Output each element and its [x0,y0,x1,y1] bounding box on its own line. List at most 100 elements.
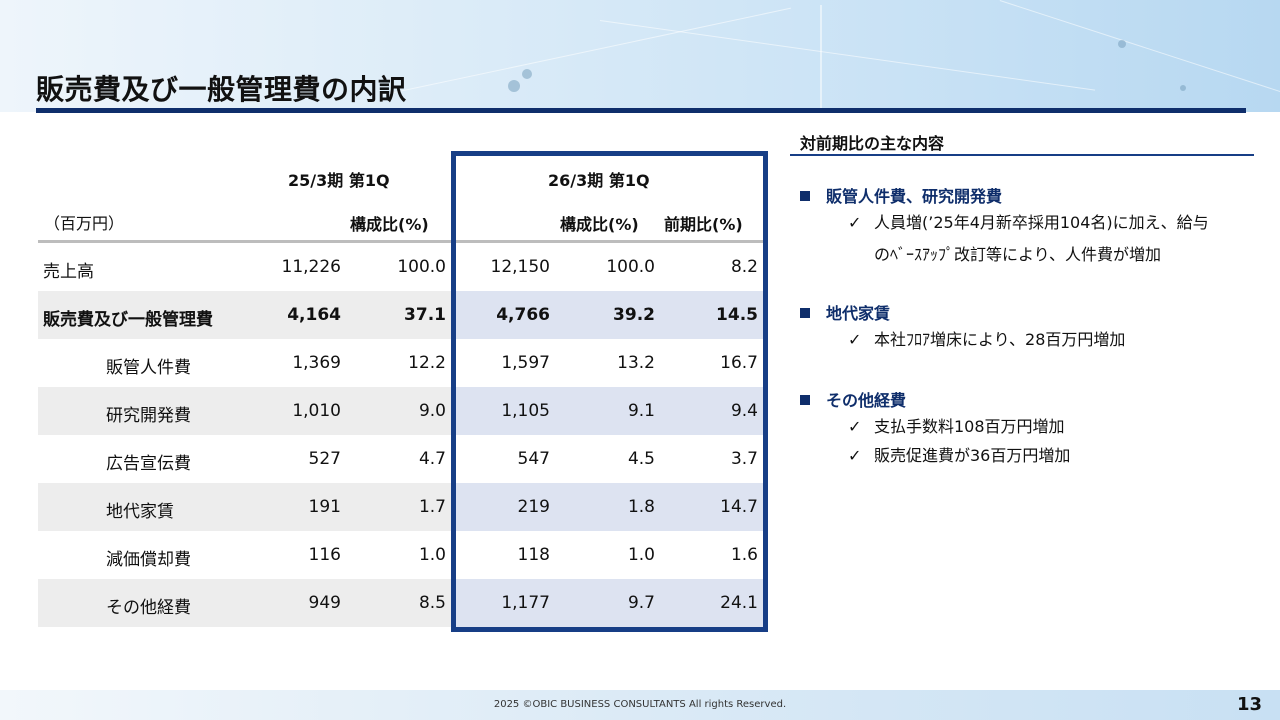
yoy-ratio: 8.2 [730,257,758,277]
panel-title-underline [790,154,1254,156]
curr-amount: 547 [517,449,550,469]
table-row: 減価償却費 116 1.0 118 1.0 1.6 [38,531,766,579]
row-label: 売上高 [43,262,94,282]
curr-ratio: 100.0 [606,257,655,277]
yoy-ratio: 14.7 [720,497,758,517]
row-label: 販管人件費 [106,358,191,378]
unit-label: （百万円） [44,214,125,233]
square-bullet-icon [800,308,810,318]
table-row: 販管人件費 1,369 12.2 1,597 13.2 16.7 [38,339,766,387]
curr-amount: 219 [517,497,550,517]
section-heading: 地代家賃 [800,300,890,324]
title-underline [36,108,1246,113]
decorative-dot [522,69,532,79]
table-row: 広告宣伝費 527 4.7 547 4.5 3.7 [38,435,766,483]
check-item: ✓ 販売促進費が36百万円増加 [848,442,1070,470]
curr-amount: 1,105 [501,401,550,421]
table-row: 地代家賃 191 1.7 219 1.8 14.7 [38,483,766,531]
prev-amount: 116 [308,545,341,565]
yoy-ratio: 1.6 [730,545,758,565]
section-heading: その他経費 [800,387,906,411]
decorative-line [599,20,1096,91]
table-row: その他経費 949 8.5 1,177 9.7 24.1 [38,579,766,627]
check-item-text: 人員増(’25年4月新卒採用104名)に加え、給与 [874,213,1209,232]
prev-ratio: 9.0 [418,401,446,421]
section-heading-label: 販管人件費、研究開発費 [826,187,1003,206]
checkmark-icon: ✓ [848,330,862,349]
prev-ratio: 37.1 [404,305,446,325]
yoy-ratio: 3.7 [730,449,758,469]
row-label: 広告宣伝費 [106,454,191,474]
decorative-dot [1180,85,1186,91]
section-heading: 販管人件費、研究開発費 [800,183,1002,207]
decorative-line [380,7,792,96]
curr-ratio: 1.8 [627,497,655,517]
yoy-ratio: 24.1 [720,593,758,613]
decorative-line [999,0,1280,94]
check-item: ✓ 人員増(’25年4月新卒採用104名)に加え、給与 [848,209,1209,237]
curr-ratio: 1.0 [627,545,655,565]
yoy-ratio: 14.5 [716,305,758,325]
decorative-dot [508,80,520,92]
prev-amount: 191 [308,497,341,517]
square-bullet-icon [800,395,810,405]
prev-amount: 4,164 [287,305,341,325]
decorative-dot [1118,40,1126,48]
check-item-continuation: のﾍﾞｰｽｱｯﾌﾟ改訂等により、人件費が増加 [874,245,1162,264]
curr-amount: 1,177 [501,593,550,613]
prev-ratio: 100.0 [397,257,446,277]
checkmark-icon: ✓ [848,213,862,232]
page-title: 販売費及び一般管理費の内訳 [36,73,407,106]
curr-amount: 1,597 [501,353,550,373]
decorative-line [820,5,822,112]
table-row: 売上高 11,226 100.0 12,150 100.0 8.2 [38,243,766,291]
table-row: 研究開発費 1,010 9.0 1,105 9.1 9.4 [38,387,766,435]
ratio-prev-heading: 構成比(%) [350,215,429,234]
prev-amount: 1,369 [292,353,341,373]
prev-amount: 527 [308,449,341,469]
check-item-text: 本社ﾌﾛｱ増床により、28百万円増加 [874,330,1126,349]
yoy-ratio: 16.7 [720,353,758,373]
row-label: 減価償却費 [106,550,191,570]
section-heading-label: その他経費 [826,391,907,410]
row-label: 地代家賃 [106,502,174,522]
header-divider [38,240,766,243]
yoy-ratio: 9.4 [730,401,758,421]
prev-ratio: 1.0 [418,545,446,565]
period-curr-heading: 26/3期 第1Q [548,171,650,190]
curr-ratio: 4.5 [627,449,655,469]
row-label: 研究開発費 [106,406,191,426]
check-item-text: 支払手数料108百万円増加 [874,417,1065,436]
prev-ratio: 12.2 [408,353,446,373]
check-item: ✓ 本社ﾌﾛｱ増床により、28百万円増加 [848,326,1125,354]
checkmark-icon: ✓ [848,417,862,436]
curr-amount: 4,766 [496,305,550,325]
checkmark-icon: ✓ [848,446,862,465]
curr-amount: 12,150 [490,257,550,277]
section-heading-label: 地代家賃 [826,304,891,323]
row-label: 販売費及び一般管理費 [43,310,213,330]
table-row: 販売費及び一般管理費 4,164 37.1 4,766 39.2 14.5 [38,291,766,339]
prev-ratio: 1.7 [418,497,446,517]
curr-amount: 118 [517,545,550,565]
prev-amount: 11,226 [281,257,341,277]
panel-title: 対前期比の主な内容 [800,134,945,153]
row-label: その他経費 [106,598,191,618]
period-prev-heading: 25/3期 第1Q [288,171,390,190]
footer-band [0,690,1280,720]
curr-ratio: 13.2 [617,353,655,373]
check-item-text: 販売促進費が36百万円増加 [874,446,1071,465]
page-number: 13 [1236,694,1262,715]
prev-ratio: 4.7 [418,449,446,469]
prev-amount: 949 [308,593,341,613]
prev-amount: 1,010 [292,401,341,421]
header-band [0,0,1280,112]
curr-ratio: 9.7 [627,593,655,613]
copyright-text: 2025 ©OBIC BUSINESS CONSULTANTS All righ… [493,699,787,710]
yoy-heading: 前期比(%) [664,215,743,234]
square-bullet-icon [800,191,810,201]
check-item: ✓ 支払手数料108百万円増加 [848,413,1065,441]
curr-ratio: 39.2 [613,305,655,325]
ratio-curr-heading: 構成比(%) [560,215,639,234]
curr-ratio: 9.1 [627,401,655,421]
